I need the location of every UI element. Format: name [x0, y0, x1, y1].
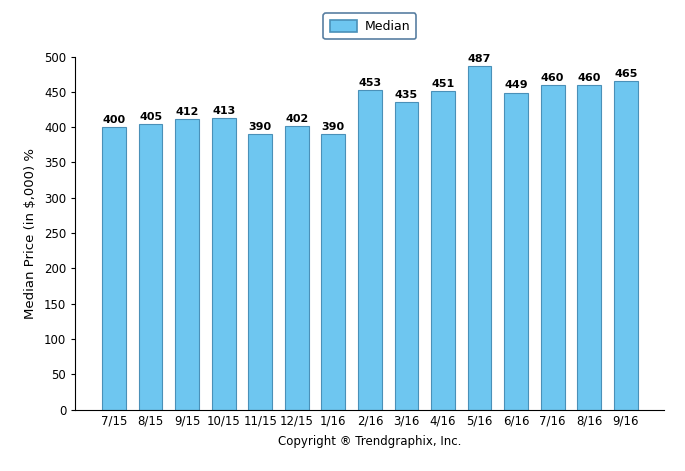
Y-axis label: Median Price (in $,000) %: Median Price (in $,000) %	[24, 147, 37, 319]
Text: 449: 449	[504, 81, 528, 90]
Bar	[395, 103, 419, 410]
Bar	[431, 91, 455, 410]
Bar	[577, 85, 601, 410]
Bar	[212, 118, 236, 410]
Text: 400: 400	[103, 115, 125, 125]
Text: 453: 453	[358, 78, 382, 88]
Text: 451: 451	[432, 79, 455, 89]
Text: 405: 405	[139, 112, 162, 122]
Text: 487: 487	[468, 54, 491, 64]
Bar	[285, 126, 309, 410]
X-axis label: Copyright ® Trendgraphix, Inc.: Copyright ® Trendgraphix, Inc.	[278, 435, 462, 447]
Bar	[540, 85, 564, 410]
Bar	[614, 81, 638, 410]
Text: 413: 413	[212, 106, 236, 116]
Bar	[321, 134, 345, 410]
Text: 390: 390	[322, 122, 345, 132]
Text: 412: 412	[175, 106, 199, 116]
Bar	[175, 119, 199, 410]
Bar	[249, 134, 272, 410]
Bar	[468, 65, 491, 410]
Legend: Median: Median	[323, 13, 416, 39]
Bar	[102, 127, 126, 410]
Text: 390: 390	[249, 122, 272, 132]
Text: 402: 402	[285, 114, 308, 123]
Text: 465: 465	[614, 69, 638, 79]
Text: 460: 460	[577, 73, 601, 82]
Bar	[138, 123, 162, 410]
Bar	[504, 92, 528, 410]
Text: 460: 460	[541, 73, 564, 82]
Bar	[358, 89, 382, 410]
Text: 435: 435	[395, 90, 418, 100]
